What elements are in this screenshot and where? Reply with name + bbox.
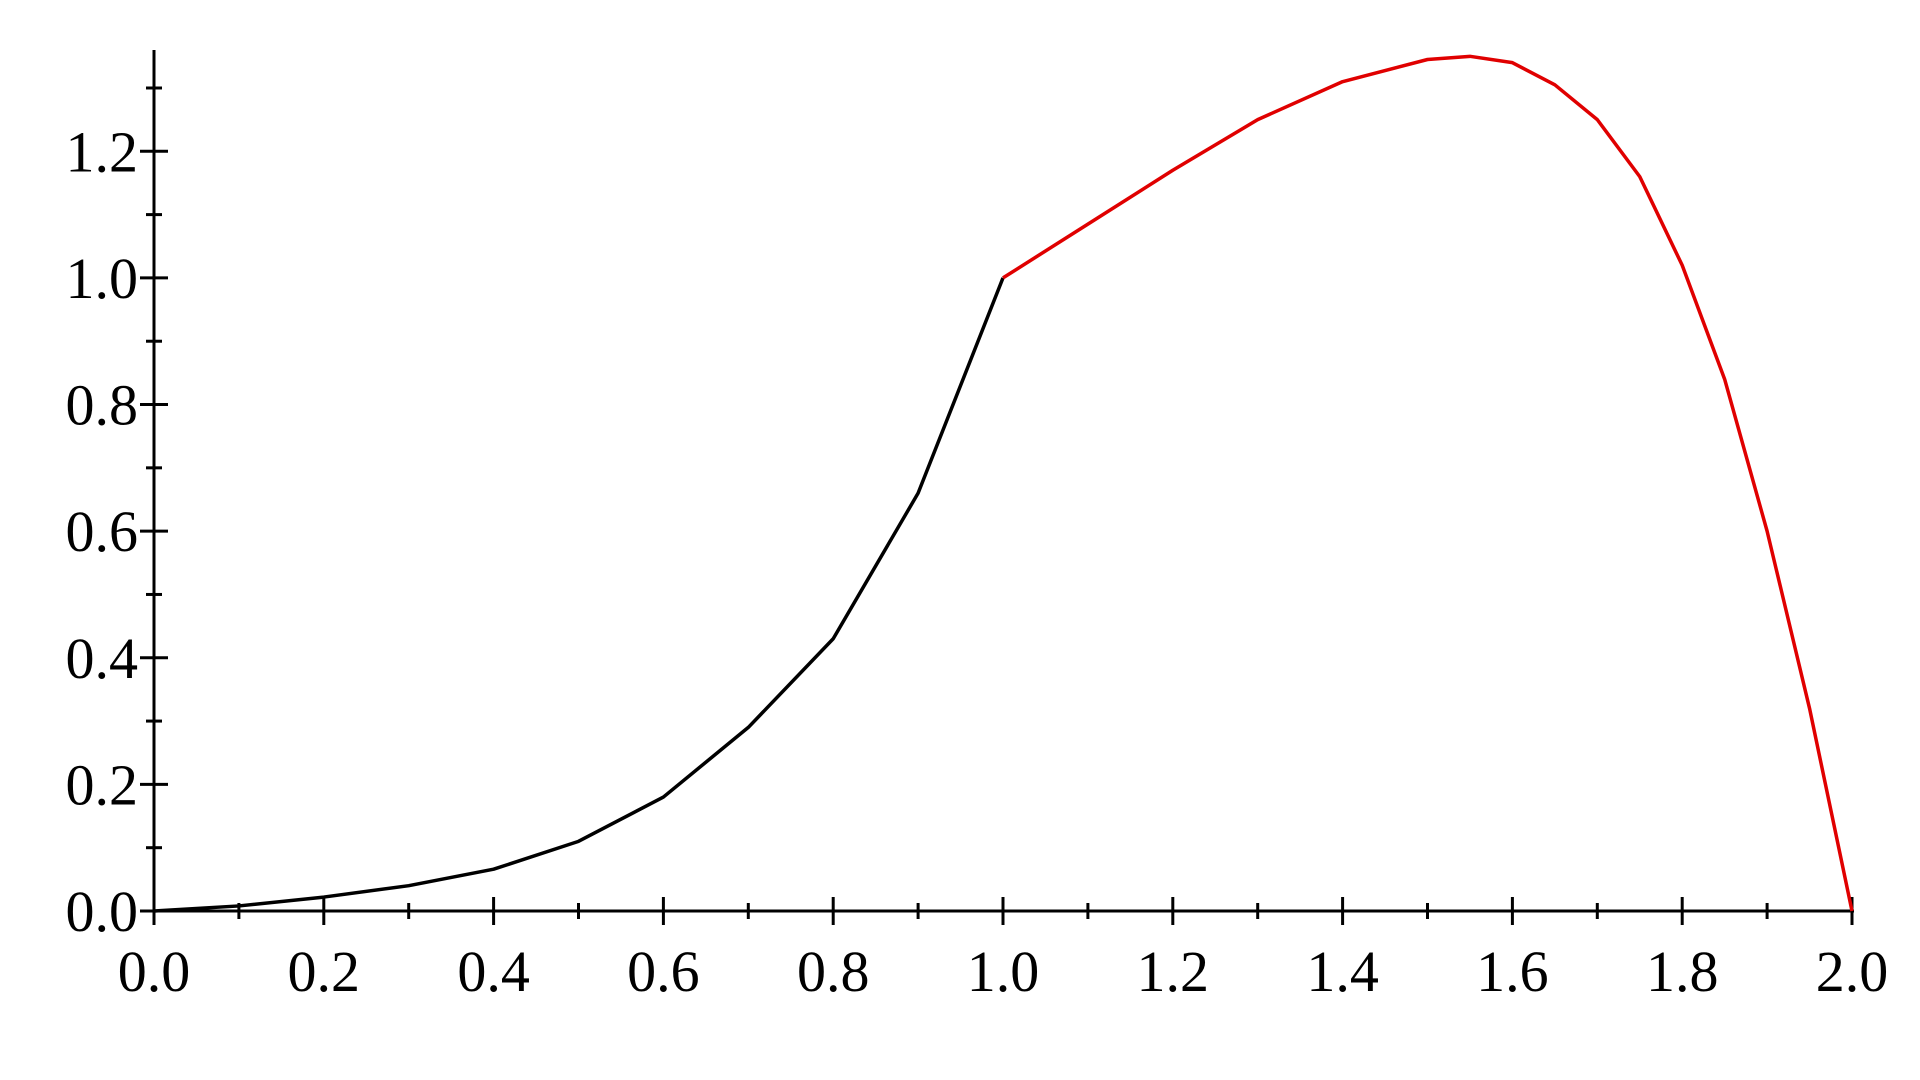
y-tick-label: 1.0 — [66, 246, 139, 311]
x-tick-label: 0.2 — [288, 939, 361, 1004]
x-tick-label: 0.6 — [627, 939, 700, 1004]
x-tick-label: 1.2 — [1137, 939, 1210, 1004]
y-tick-label: 1.2 — [66, 119, 139, 184]
x-tick-label: 1.0 — [967, 939, 1040, 1004]
y-tick-label: 0.4 — [66, 626, 139, 691]
y-tick-label: 0.6 — [66, 499, 139, 564]
line-series — [153, 277, 1005, 913]
y-tick-label: 0.0 — [66, 879, 139, 944]
x-tick-label: 1.8 — [1646, 939, 1719, 1004]
y-tick-label: 0.8 — [66, 373, 139, 438]
x-tick-label: 0.8 — [797, 939, 870, 1004]
x-tick-label: 2.0 — [1816, 939, 1889, 1004]
line-series — [1002, 54, 1854, 912]
x-tick-label: 1.6 — [1476, 939, 1549, 1004]
x-tick-label: 0.0 — [118, 939, 191, 1004]
y-tick-label: 0.2 — [66, 752, 139, 817]
x-tick-label: 0.4 — [457, 939, 530, 1004]
x-tick-label: 1.4 — [1306, 939, 1379, 1004]
